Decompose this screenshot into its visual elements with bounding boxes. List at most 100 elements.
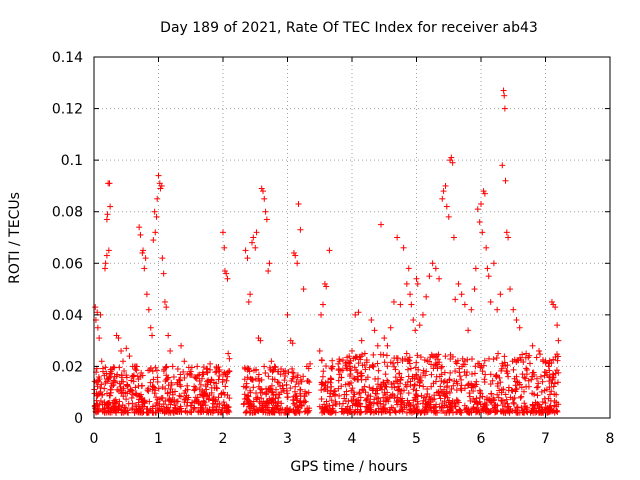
data-point xyxy=(420,407,427,414)
data-point xyxy=(295,200,302,207)
data-point xyxy=(303,363,310,370)
x-tick-label: 3 xyxy=(283,431,292,447)
data-point xyxy=(207,379,214,386)
data-point xyxy=(345,380,352,387)
data-point xyxy=(356,389,363,396)
data-point xyxy=(117,383,124,390)
data-point xyxy=(165,332,172,339)
data-point xyxy=(181,358,188,365)
data-point xyxy=(210,407,217,414)
data-point xyxy=(362,366,369,373)
data-point xyxy=(328,376,335,383)
data-point xyxy=(535,380,542,387)
data-point xyxy=(502,391,509,398)
data-point xyxy=(416,382,423,389)
data-point xyxy=(174,379,181,386)
data-point xyxy=(220,371,227,378)
data-point xyxy=(472,381,479,388)
data-point xyxy=(152,229,159,236)
data-point xyxy=(111,379,118,386)
data-point xyxy=(306,379,313,386)
data-point xyxy=(432,265,439,272)
data-point xyxy=(245,298,252,305)
data-point xyxy=(342,360,349,367)
data-point xyxy=(261,195,268,202)
data-point xyxy=(347,367,354,374)
data-point xyxy=(138,391,145,398)
data-point xyxy=(489,377,496,384)
data-point xyxy=(209,397,216,404)
data-point xyxy=(495,350,502,357)
data-point xyxy=(523,365,530,372)
data-point xyxy=(191,404,198,411)
y-tick-label: 0.04 xyxy=(52,308,83,324)
data-point xyxy=(415,366,422,373)
data-point xyxy=(224,275,231,282)
data-point xyxy=(498,367,505,374)
data-point xyxy=(391,392,398,399)
data-point xyxy=(266,260,273,267)
data-point xyxy=(112,408,119,415)
data-point xyxy=(162,364,169,371)
data-point xyxy=(540,409,547,416)
data-point xyxy=(533,375,540,382)
data-point xyxy=(276,409,283,416)
data-point xyxy=(346,406,353,413)
data-point xyxy=(553,367,560,374)
data-point xyxy=(293,403,300,410)
data-point xyxy=(492,373,499,380)
data-point xyxy=(91,402,98,409)
data-point xyxy=(203,365,210,372)
y-tick-label: 0.14 xyxy=(52,50,83,66)
data-point xyxy=(161,298,168,305)
data-point xyxy=(429,396,436,403)
data-point xyxy=(222,383,229,390)
data-point xyxy=(403,350,410,357)
data-point xyxy=(245,365,252,372)
data-point xyxy=(448,154,455,161)
data-point xyxy=(243,408,250,415)
data-point xyxy=(261,363,268,370)
data-point xyxy=(408,301,415,308)
data-point xyxy=(335,367,342,374)
data-point xyxy=(344,354,351,361)
data-point xyxy=(354,376,361,383)
data-point xyxy=(493,372,500,379)
data-point xyxy=(382,371,389,378)
data-point xyxy=(251,403,258,410)
data-point xyxy=(479,393,486,400)
data-point xyxy=(446,397,453,404)
data-point xyxy=(552,353,559,360)
data-point xyxy=(544,405,551,412)
x-tick-label: 7 xyxy=(541,431,550,447)
data-point xyxy=(394,378,401,385)
data-point xyxy=(207,409,214,416)
data-point xyxy=(139,398,146,405)
data-point xyxy=(335,385,342,392)
data-point xyxy=(138,369,145,376)
data-point xyxy=(130,391,137,398)
data-point xyxy=(253,229,260,236)
data-point xyxy=(101,385,108,392)
data-point xyxy=(206,392,213,399)
data-point xyxy=(145,306,152,313)
data-point xyxy=(366,384,373,391)
data-point xyxy=(523,371,530,378)
data-point xyxy=(98,358,105,365)
data-point xyxy=(300,373,307,380)
data-point xyxy=(487,381,494,388)
data-point xyxy=(252,244,259,251)
data-point xyxy=(479,368,486,375)
data-point xyxy=(414,398,421,405)
data-point xyxy=(361,350,368,357)
data-point xyxy=(136,396,143,403)
data-point xyxy=(436,403,443,410)
data-point xyxy=(341,395,348,402)
data-point xyxy=(249,409,256,416)
data-point xyxy=(518,404,525,411)
data-point xyxy=(164,375,171,382)
data-point xyxy=(135,399,142,406)
data-point xyxy=(258,395,265,402)
data-point xyxy=(140,247,147,254)
data-point xyxy=(207,360,214,367)
